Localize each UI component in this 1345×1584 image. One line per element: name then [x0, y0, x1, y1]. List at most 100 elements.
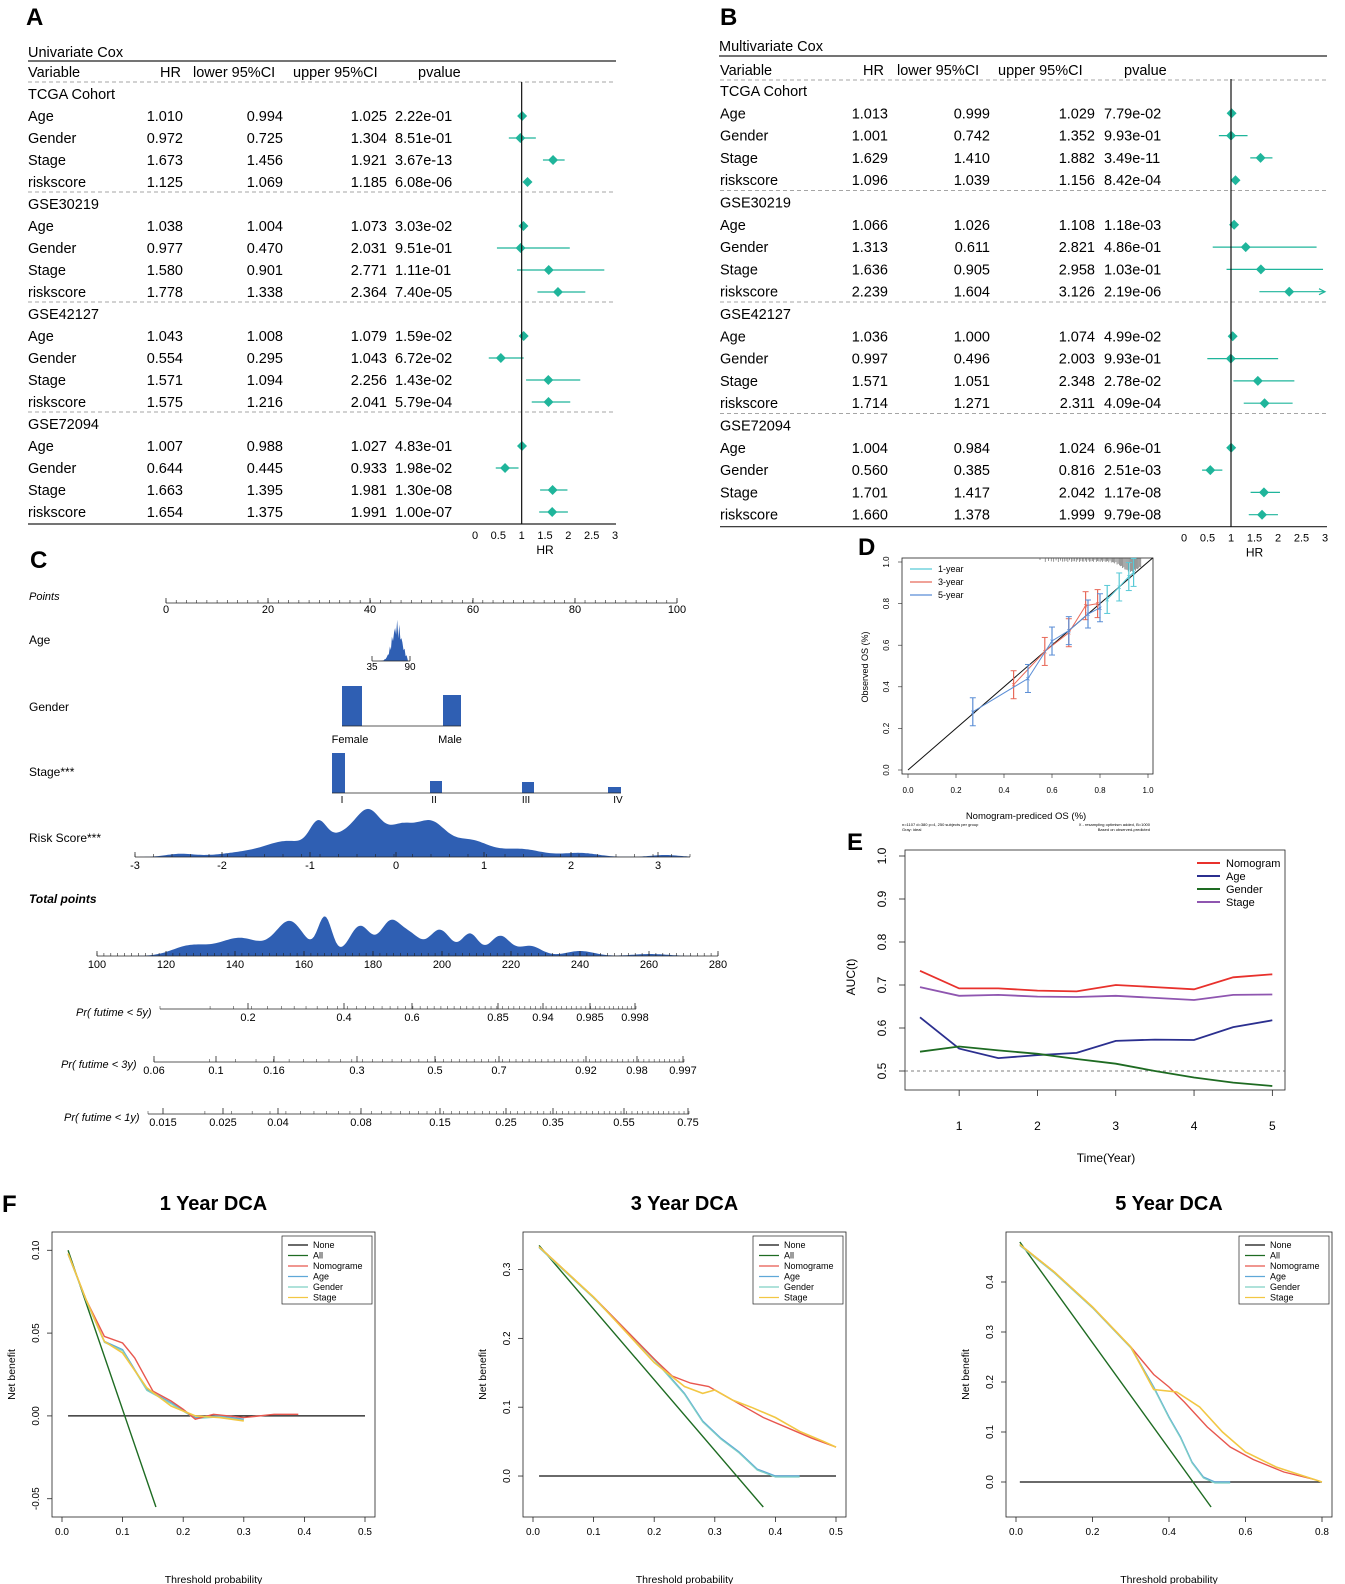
forest-a-axis-tick: 1.5: [537, 530, 552, 542]
forest-a-row-lower: 0.295: [247, 351, 283, 367]
dca-1y-curve-stage: [67, 1253, 244, 1422]
calib-point-marker: ×: [1083, 602, 1088, 611]
nomo-p1-tick-label: 0.35: [542, 1117, 563, 1129]
calib-legend-label: 5-year: [938, 590, 964, 600]
forest-b-row-upper: 1.156: [1059, 173, 1095, 189]
forest-b-row-variable: Age: [720, 441, 746, 457]
calib-frame: [901, 557, 1154, 775]
dca-1y-legend-label: Stage: [313, 1293, 337, 1303]
forest-a-row-pvalue: 6.72e-02: [395, 351, 452, 367]
forest-a-row-lower: 1.069: [247, 175, 283, 191]
nomo-p1-tick-label: 0.04: [267, 1117, 288, 1129]
nomo-risk-tick-label: -1: [305, 860, 315, 872]
nomo-stage-tick-label: III: [522, 795, 530, 806]
forest-b-hr-marker: [1227, 331, 1238, 342]
nomo-p1-tick-label: 0.55: [613, 1117, 634, 1129]
forest-b-row-upper: 2.311: [1060, 396, 1095, 412]
auc-y-tick-label: 0.8: [875, 933, 889, 950]
nomo-points-tick-label: 20: [262, 604, 274, 616]
dca-3y-curves: [538, 1244, 837, 1508]
forest-a-row-lower: 1.008: [247, 329, 283, 345]
dca-3y-legend-label: Nomograme: [784, 1261, 834, 1271]
forest-b-row-pvalue: 9.79e-08: [1104, 508, 1161, 524]
auc-series-gender: [919, 1045, 1273, 1087]
dca-3y-y-tick-label: 0.3: [502, 1262, 513, 1276]
forest-b-row-hr: 1.013: [852, 106, 888, 122]
auc-y-tick-label: 0.7: [875, 976, 889, 993]
forest-b-row-variable: Stage: [720, 374, 758, 390]
auc-frame: [904, 849, 1286, 1091]
forest-b-row-upper: 2.958: [1059, 262, 1095, 278]
calib-y-tick-label: 0.8: [882, 597, 891, 609]
nomo-p1-tick-label: 0.025: [209, 1117, 237, 1129]
forest-a-row-hr: 1.654: [147, 505, 183, 521]
forest-b-row-variable: Gender: [720, 463, 769, 479]
forest-b-header-lower: lower 95%CI: [897, 63, 979, 79]
forest-b-row-pvalue: 4.09e-04: [1104, 396, 1161, 412]
dca-1y-x-tick-label: 0.0: [55, 1527, 69, 1538]
calib-legend-label: 3-year: [938, 577, 964, 587]
calib-y-tick-label: 0.6: [882, 639, 891, 651]
dca-3y-ylabel: Net benefit: [477, 1349, 489, 1400]
nomo-total-tick-label: 180: [364, 959, 382, 971]
forest-a-hr-marker: [548, 155, 559, 165]
forest-b-row-upper: 1.882: [1059, 151, 1095, 167]
calib-x-tick-label: 0.4: [998, 786, 1010, 795]
dca-3y-x-tick-label: 0.3: [708, 1527, 722, 1538]
calib-y-tick-label: 0.4: [882, 681, 891, 693]
nomo-p3-tick-label: 0.16: [263, 1065, 284, 1077]
auc-y-tick-label: 0.5: [875, 1062, 889, 1079]
forest-a-row-variable: Gender: [28, 461, 77, 477]
forest-b-ci-arrow: [1318, 288, 1327, 296]
forest-a-row-lower: 1.004: [247, 219, 283, 235]
forest-a-title: Univariate Cox: [28, 45, 124, 61]
auc-series-nomogram: [919, 969, 1273, 993]
nomo-stage-bar: [332, 753, 345, 793]
forest-a-row-pvalue: 2.22e-01: [395, 109, 452, 125]
nomo-p3-tick-label: 0.3: [349, 1065, 364, 1077]
forest-b-hr-marker: [1255, 152, 1266, 163]
forest-b-axis-tick: 1: [1228, 533, 1234, 545]
nomo-risk-tick-label: -2: [217, 860, 227, 872]
dca-5y-curve-age: [1019, 1243, 1231, 1483]
nomo-total-tick-label: 140: [226, 959, 244, 971]
dca-5y-x-tick-label: 0.2: [1086, 1527, 1100, 1538]
dca-1y-y-tick-label: 0.00: [31, 1406, 42, 1426]
dca-3y-x-tick-label: 0.5: [829, 1527, 843, 1538]
time-auc-plot: Time(Year) AUC(t) 1 2 3 4 5 0.5 0.6 0.7 0.8 0.9 1.…: [844, 847, 1286, 1165]
dca-1y-x-tick-label: 0.2: [176, 1527, 190, 1538]
calib-note-left: n=1107 d=380 p=4, 250 subjects per group: [902, 822, 979, 827]
forest-b-row-upper: 1.108: [1059, 218, 1095, 234]
auc-ylabel: AUC(t): [844, 959, 858, 996]
forest-a-row-variable: riskscore: [28, 395, 86, 411]
dca-1y-x-tick-label: 0.5: [358, 1527, 372, 1538]
forest-a-axis-tick: 2: [565, 530, 571, 542]
forest-b-header-upper: upper 95%CI: [998, 63, 1083, 79]
forest-a-row-variable: Stage: [28, 483, 66, 499]
forest-a-row-hr: 1.125: [147, 175, 183, 191]
forest-b-row-hr: 1.636: [852, 262, 888, 278]
nomo-total-tick-label: 120: [157, 959, 175, 971]
auc-x-tick-label: 1: [956, 1119, 963, 1133]
calib-point-marker: ×: [1086, 610, 1091, 619]
forest-a-header-upper: upper 95%CI: [293, 65, 378, 81]
forest-a-row-upper: 2.771: [351, 263, 387, 279]
forest-b-row-hr: 1.660: [852, 508, 888, 524]
forest-a-row-hr: 0.972: [147, 131, 183, 147]
forest-b-row-lower: 0.496: [954, 352, 990, 368]
forest-a-row-lower: 0.445: [247, 461, 283, 477]
calib-legend-label: 1-year: [938, 564, 964, 574]
forest-a-cohort-name: TCGA Cohort: [28, 87, 115, 103]
dca-5y-x-tick-label: 0.6: [1239, 1527, 1253, 1538]
dca-1y-xlabel: Threshold probability: [165, 1574, 263, 1584]
calib-point-marker: ×: [1026, 674, 1031, 683]
forest-a-row-lower: 1.216: [247, 395, 283, 411]
forest-plot-univariate: Univariate Cox Variable HR lower 95%CI u…: [28, 45, 618, 557]
nomo-risk-tick-label: 3: [655, 860, 661, 872]
forest-b-row-lower: 1.039: [954, 173, 990, 189]
forest-b-row-variable: riskscore: [720, 396, 778, 412]
forest-b-row-lower: 1.271: [954, 396, 990, 412]
forest-b-row-upper: 1.352: [1059, 129, 1095, 145]
calib-point-marker: ×: [1126, 573, 1131, 582]
calib-ideal-line: [907, 557, 1154, 771]
